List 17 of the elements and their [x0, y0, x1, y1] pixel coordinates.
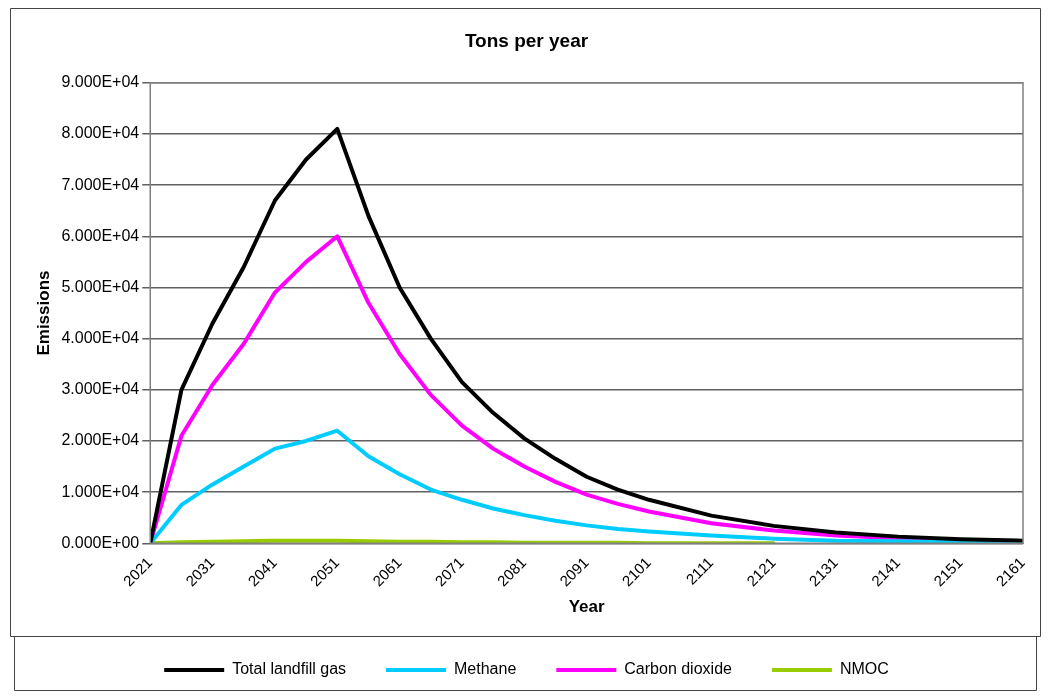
- y-axis-title: Emissions: [33, 270, 53, 356]
- y-tick-label: 0.000E+00: [61, 533, 140, 551]
- y-tick-label: 4.000E+04: [61, 329, 140, 347]
- y-tick-label: 7.000E+04: [61, 175, 140, 193]
- chart-title: Tons per year: [464, 29, 589, 51]
- y-tick-label: 2.000E+04: [61, 431, 140, 449]
- y-tick-label: 6.000E+04: [61, 226, 140, 244]
- y-tick-label: 3.000E+04: [61, 380, 140, 398]
- y-tick-label: 9.000E+04: [61, 73, 140, 91]
- y-tick-label: 1.000E+04: [61, 482, 140, 500]
- legend-label: Total landfill gas: [232, 660, 347, 678]
- y-tick-label: 8.000E+04: [61, 124, 140, 142]
- x-axis-title: Year: [568, 597, 605, 617]
- y-tick-label: 5.000E+04: [61, 277, 140, 295]
- legend-label: Methane: [454, 660, 517, 678]
- legend-label: Carbon dioxide: [624, 660, 733, 678]
- legend-label: NMOC: [839, 660, 889, 678]
